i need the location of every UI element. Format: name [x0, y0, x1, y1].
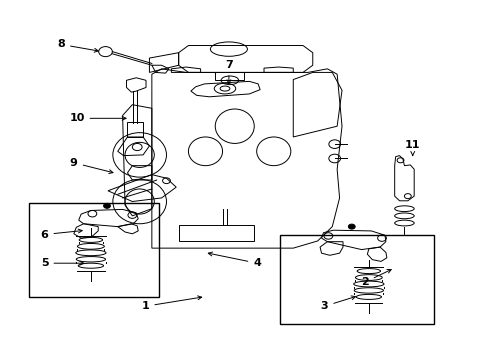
- Text: 3: 3: [320, 296, 355, 311]
- Bar: [279, 234, 433, 324]
- Text: 11: 11: [404, 140, 420, 156]
- Text: 7: 7: [224, 60, 232, 84]
- Text: 8: 8: [57, 40, 98, 52]
- Text: 2: 2: [360, 270, 390, 287]
- Text: 5: 5: [41, 258, 83, 268]
- Text: 1: 1: [142, 296, 201, 311]
- Text: 10: 10: [69, 113, 126, 123]
- Text: 6: 6: [41, 229, 82, 239]
- Circle shape: [103, 203, 110, 208]
- Bar: [29, 203, 159, 297]
- Text: 9: 9: [70, 158, 113, 174]
- Text: 4: 4: [208, 252, 261, 268]
- Circle shape: [347, 224, 354, 229]
